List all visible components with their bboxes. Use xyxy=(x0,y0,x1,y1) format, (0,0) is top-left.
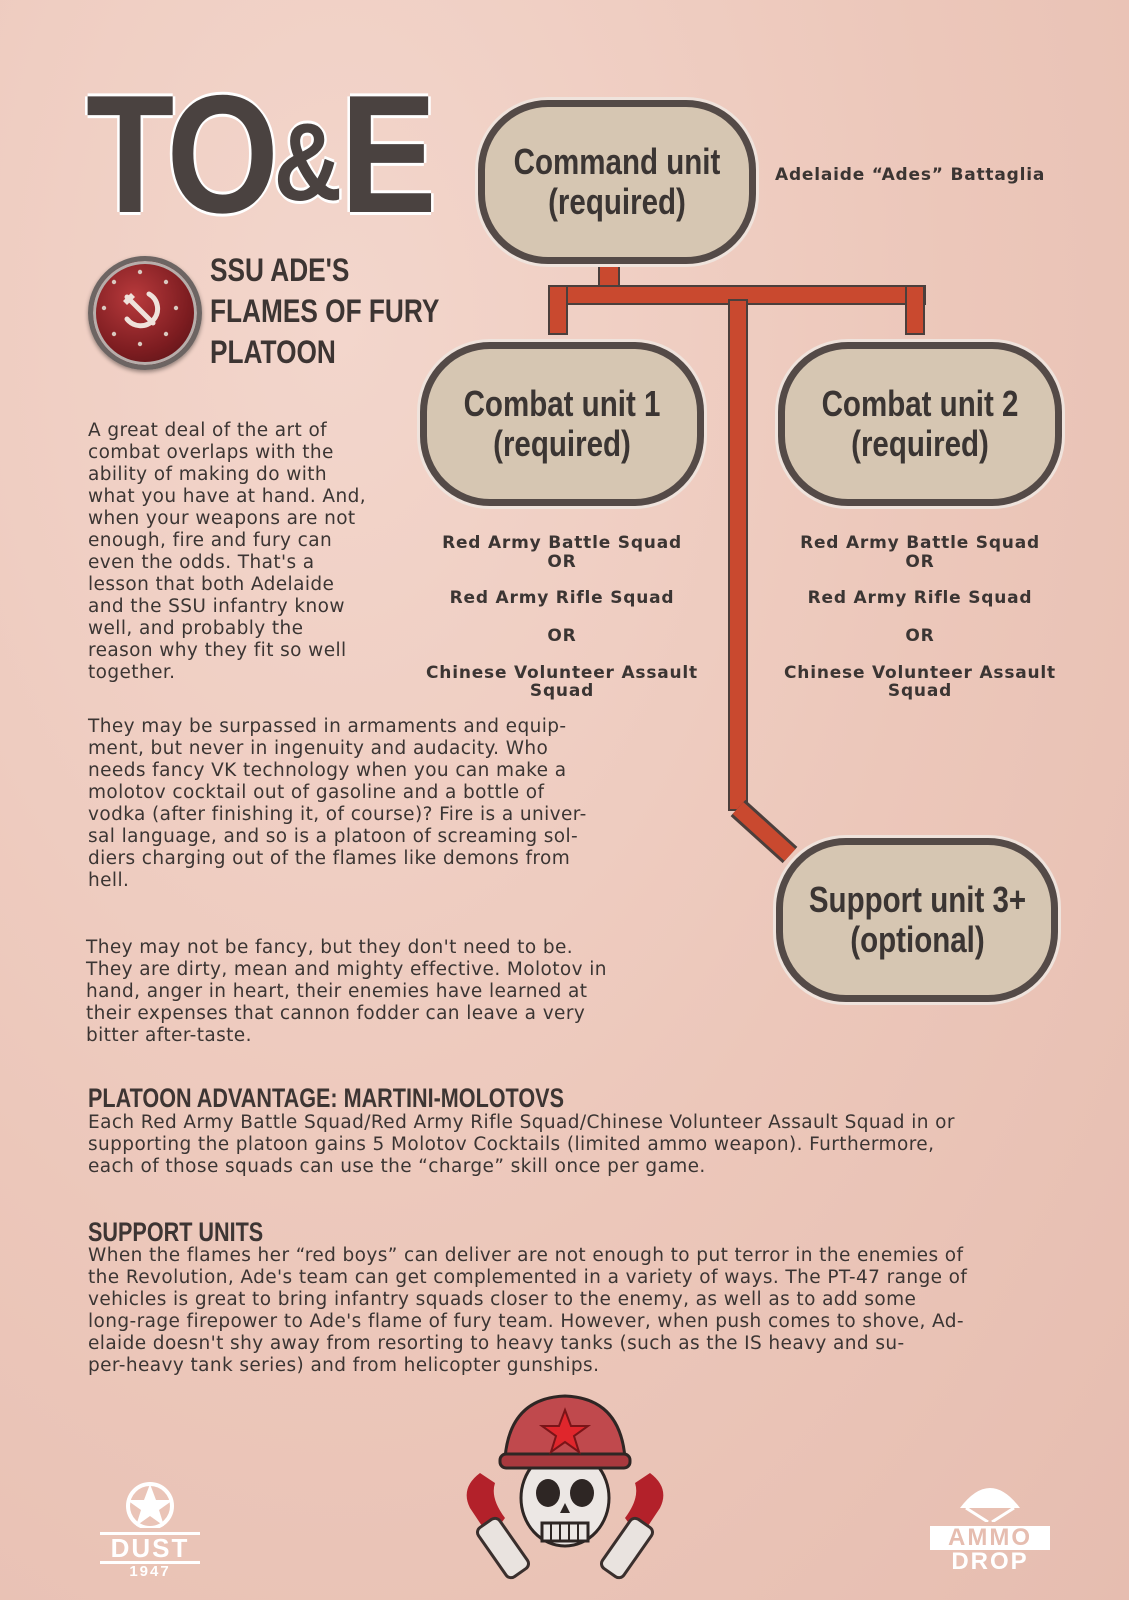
ammo-drop-logo: AMMO DROP xyxy=(930,1478,1050,1574)
combat-1-option-3: Chinese Volunteer Assault Squad xyxy=(426,663,698,701)
combat-2-option-2: Red Army Rifle Squad xyxy=(807,588,1033,608)
combat-2-option-3: Chinese Volunteer Assault Squad xyxy=(784,663,1056,701)
support-units-text: When the flames her “red boys” can deliv… xyxy=(88,1245,968,1376)
page-title: TO&E xyxy=(86,70,437,247)
command-unit-detail: Adelaide “Ades” Battaglia xyxy=(775,165,1046,185)
combat-1-option-1: Red Army Battle Squad xyxy=(442,533,682,553)
title-ampersand: & xyxy=(273,101,342,224)
command-unit-box: Command unit (required) xyxy=(478,100,756,264)
star-icon xyxy=(126,1482,174,1530)
parachute-icon xyxy=(960,1488,1020,1524)
combat-1-option-2: Red Army Rifle Squad xyxy=(449,588,675,608)
dust-1947-logo: DUST 1947 xyxy=(100,1478,200,1580)
combat-unit-1-label: Combat unit 1 (required) xyxy=(463,383,661,464)
advantage-text: Each Red Army Battle Squad/Red Army Rifl… xyxy=(88,1112,955,1177)
combat-1-or-2: OR xyxy=(547,626,577,646)
ammo-logo-line-2: DROP xyxy=(951,1548,1029,1575)
support-unit-label: Support unit 3+ (optional) xyxy=(808,879,1026,960)
combat-unit-2-box: Combat unit 2 (required) xyxy=(778,342,1062,506)
advantage-heading: PLATOON ADVANTAGE: MARTINI-MOLOTOVS xyxy=(88,1083,564,1113)
combat-2-or-1: OR xyxy=(905,552,935,572)
dust-logo-year: 1947 xyxy=(129,1563,171,1580)
combat-unit-1-box: Combat unit 1 (required) xyxy=(420,342,704,506)
intro-paragraph-1: A great deal of the art of combat overla… xyxy=(88,420,367,683)
title-part-2: E xyxy=(340,60,436,248)
command-unit-label: Command unit (required) xyxy=(513,141,721,222)
dust-logo-name: DUST xyxy=(100,1532,200,1564)
combat-unit-2-label: Combat unit 2 (required) xyxy=(821,383,1019,464)
combat-2-option-1: Red Army Battle Squad xyxy=(800,533,1040,553)
intro-paragraph-3: They may not be fancy, but they don't ne… xyxy=(86,937,607,1046)
combat-1-or-1: OR xyxy=(547,552,577,572)
intro-paragraph-2: They may be surpassed in armaments and e… xyxy=(88,716,587,891)
ammo-logo-line-1: AMMO xyxy=(930,1526,1050,1550)
combat-2-or-2: OR xyxy=(905,626,935,646)
platoon-name: SSU ADE'S FLAMES OF FURY PLATOON xyxy=(210,252,440,370)
support-units-heading: SUPPORT UNITS xyxy=(88,1217,264,1247)
ssu-faction-emblem-icon xyxy=(88,256,202,370)
skull-helmet-mascot-icon xyxy=(450,1388,680,1588)
support-unit-box: Support unit 3+ (optional) xyxy=(776,838,1058,1002)
title-part-1: TO xyxy=(86,60,279,248)
